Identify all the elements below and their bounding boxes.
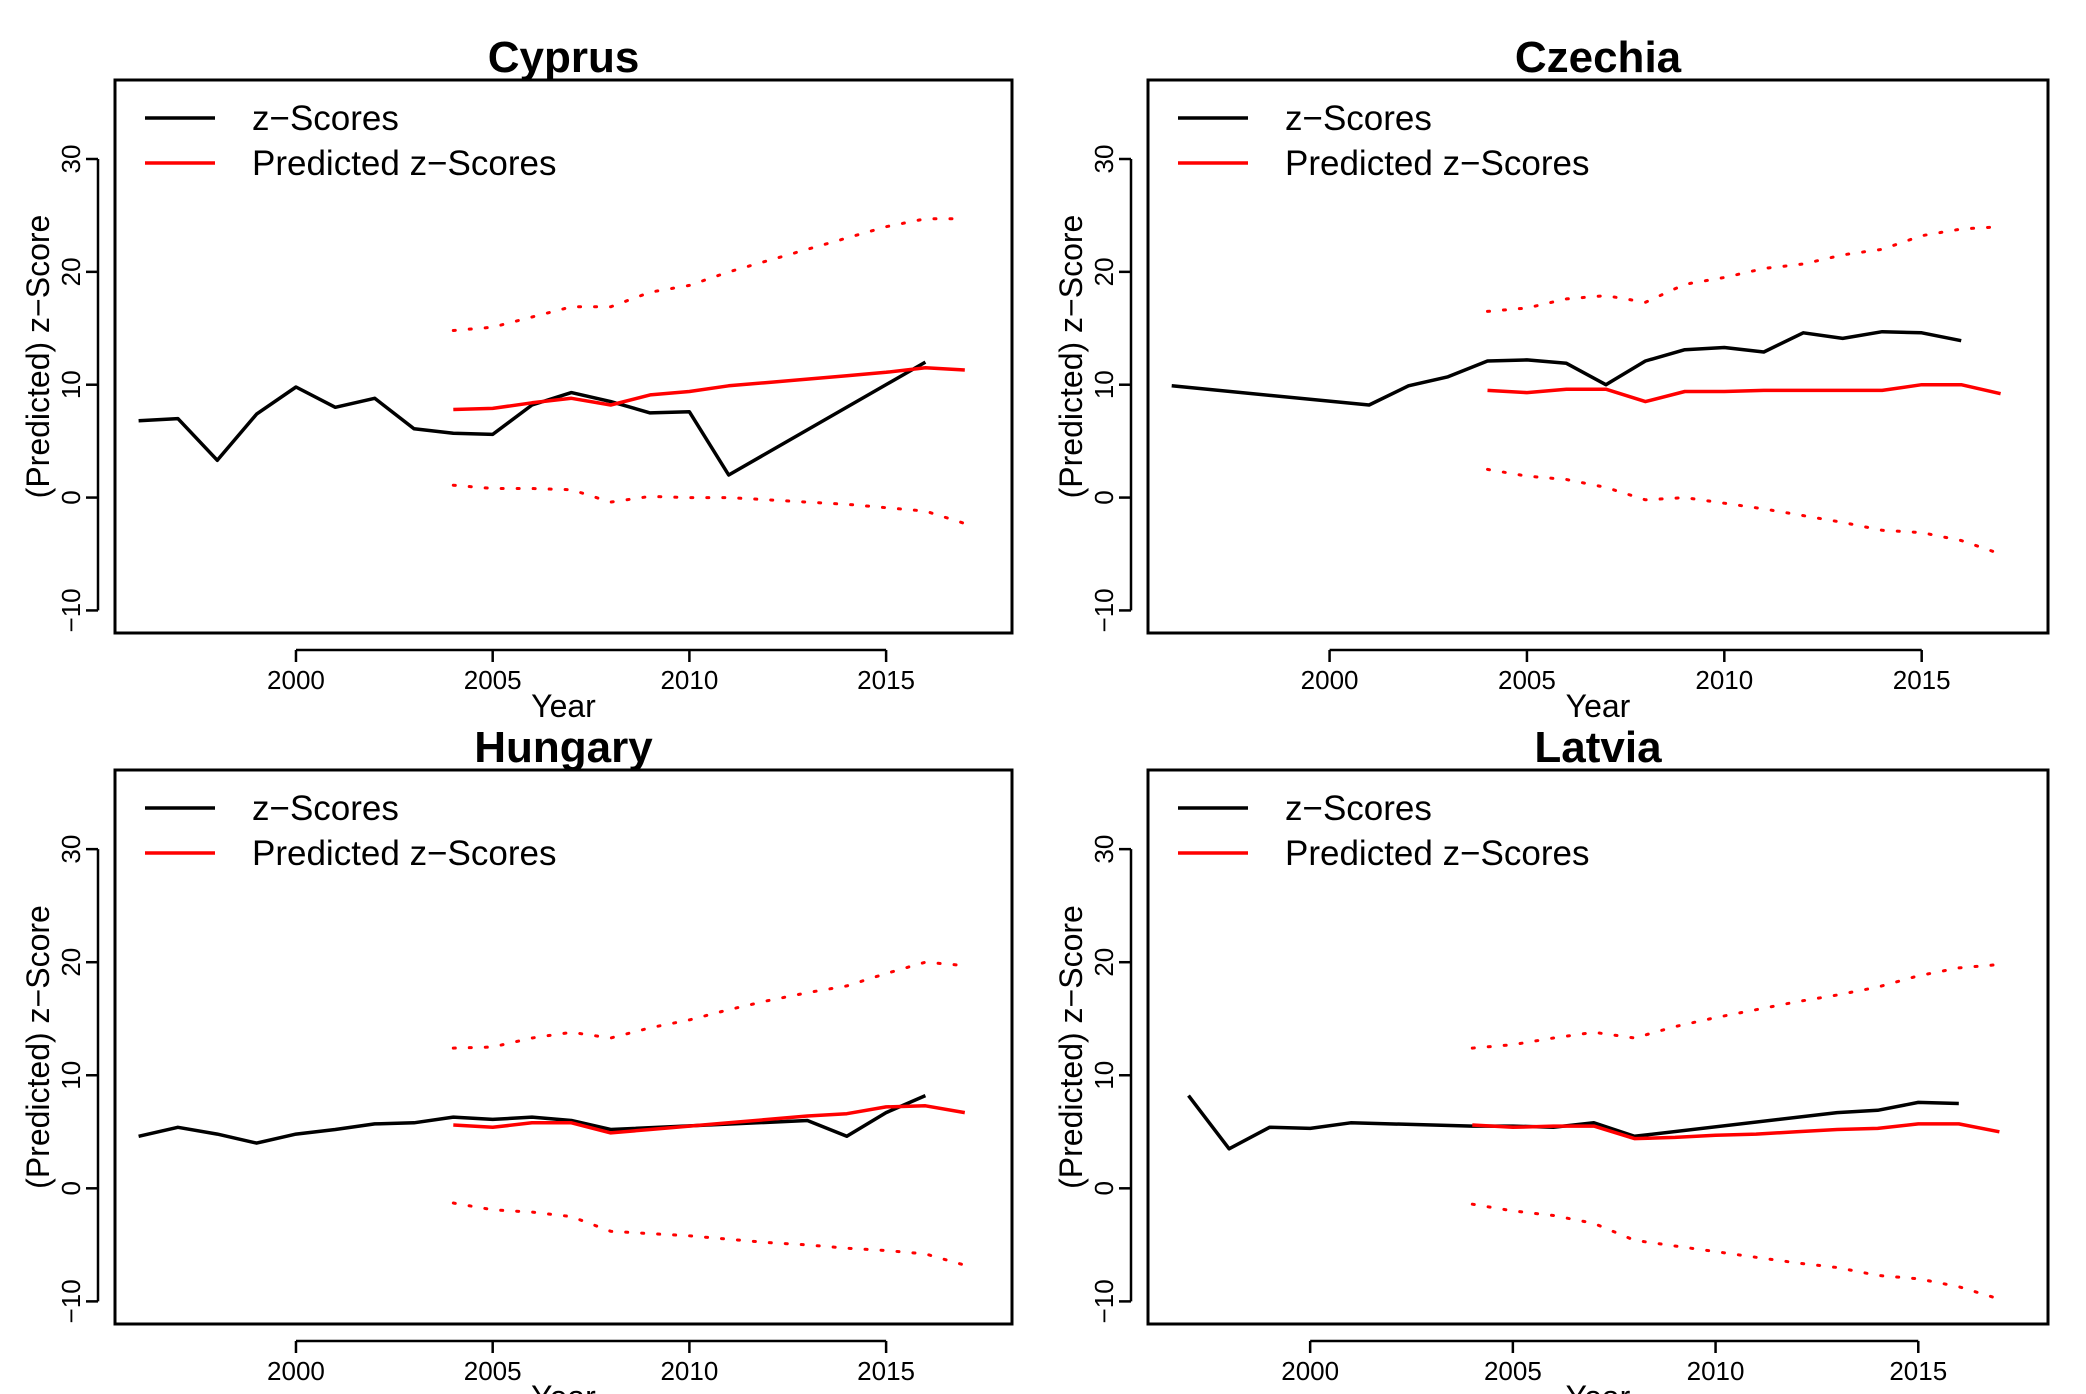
chart-title: Cyprus [488, 33, 640, 82]
lower-interval-line [1486, 467, 2003, 556]
lower-interval-line [451, 1201, 967, 1267]
y-tick-label: 0 [1089, 1181, 1119, 1195]
plot-frame [1146, 78, 2050, 635]
z-scores-line [1187, 1094, 1959, 1151]
y-axis-label: (Predicted) z−Score [1053, 215, 1089, 499]
y-axis-label: (Predicted) z−Score [1053, 905, 1089, 1189]
y-tick-label: −10 [56, 588, 86, 632]
y-tick-label: 0 [56, 490, 86, 504]
x-tick-label: 2000 [267, 665, 325, 695]
y-tick-label: 20 [56, 257, 86, 286]
plot-frame [113, 78, 1014, 635]
x-tick-label: 2000 [1281, 1356, 1339, 1386]
z-scores-line [138, 1093, 927, 1145]
chart-panel-cyprus: Cyprus 2000 2005 2010 2015 Year −10 0 10 20 30 (Pre… [20, 33, 1014, 724]
lower-interval-line [451, 483, 967, 525]
y-tick-label: 0 [1089, 490, 1119, 504]
x-tick-label: 2010 [1695, 665, 1753, 695]
y-tick-label: 30 [1089, 145, 1119, 174]
lower-interval-line [1470, 1202, 2001, 1301]
z-scores-line [138, 360, 927, 477]
y-axis-label: (Predicted) z−Score [20, 905, 56, 1189]
x-axis-label: Year [1566, 688, 1631, 724]
x-tick-label: 2015 [1893, 665, 1951, 695]
y-tick-label: 20 [1089, 948, 1119, 977]
chart-panel-czechia: Czechia 2000 2005 2010 2015 Year −10 0 10 20 30 (Pr… [1053, 33, 2050, 724]
legend: z−Scores Predicted z−Scores [1178, 789, 1589, 873]
x-axis-label: Year [1566, 1379, 1631, 1394]
y-tick-label: 0 [56, 1181, 86, 1195]
chart-title: Czechia [1515, 33, 1682, 82]
chart-panel-hungary: Hungary 2000 2005 2010 2015 Year −10 0 10 20 30 (Pr… [20, 723, 1014, 1394]
y-tick-label: 30 [56, 835, 86, 864]
upper-interval-line [451, 217, 967, 332]
y-tick-label: 10 [1089, 1061, 1119, 1090]
chart-title: Latvia [1534, 723, 1662, 772]
legend-label: z−Scores [1285, 99, 1432, 138]
plot-frame [1146, 768, 2050, 1326]
predicted-z-scores-line [453, 366, 965, 412]
legend-label: Predicted z−Scores [252, 144, 556, 183]
chart-panel-latvia: Latvia 2000 2005 2010 2015 Year −10 0 10 20 30 (Pre… [1053, 723, 2050, 1394]
x-tick-label: 2010 [660, 665, 718, 695]
y-tick-label: −10 [1089, 588, 1119, 632]
y-tick-label: 10 [56, 370, 86, 399]
chart-title: Hungary [474, 723, 653, 772]
x-tick-label: 2015 [857, 665, 915, 695]
upper-interval-line [451, 960, 967, 1050]
y-tick-label: 30 [1089, 835, 1119, 864]
y-tick-label: 30 [56, 145, 86, 174]
legend-label: Predicted z−Scores [1285, 144, 1589, 183]
x-tick-label: 2005 [464, 665, 522, 695]
y-tick-label: 20 [1089, 257, 1119, 286]
legend-label: z−Scores [252, 99, 399, 138]
legend: z−Scores Predicted z−Scores [1178, 99, 1589, 183]
predicted-z-scores-line [1472, 1122, 2000, 1141]
z-scores-line [1171, 329, 1962, 407]
x-tick-label: 2000 [1301, 665, 1359, 695]
y-tick-label: 10 [1089, 370, 1119, 399]
legend-label: z−Scores [1285, 789, 1432, 828]
y-tick-label: 20 [56, 948, 86, 977]
legend: z−Scores Predicted z−Scores [145, 99, 556, 183]
x-tick-label: 2010 [660, 1356, 718, 1386]
x-axis-label: Year [531, 1379, 596, 1394]
legend-label: Predicted z−Scores [1285, 834, 1589, 873]
upper-interval-line [1470, 963, 2001, 1050]
x-tick-label: 2015 [857, 1356, 915, 1386]
legend-label: Predicted z−Scores [252, 834, 556, 873]
x-axis-label: Year [531, 688, 596, 724]
legend: z−Scores Predicted z−Scores [145, 789, 556, 873]
y-tick-label: −10 [1089, 1279, 1119, 1323]
x-tick-label: 2005 [1484, 1356, 1542, 1386]
predicted-z-scores-line [1487, 382, 2001, 404]
upper-interval-line [1486, 225, 2003, 313]
x-tick-label: 2005 [464, 1356, 522, 1386]
plot-frame [113, 768, 1014, 1326]
y-tick-label: −10 [56, 1279, 86, 1323]
y-tick-label: 10 [56, 1061, 86, 1090]
y-axis-label: (Predicted) z−Score [20, 215, 56, 499]
x-tick-label: 2000 [267, 1356, 325, 1386]
legend-label: z−Scores [252, 789, 399, 828]
x-tick-label: 2005 [1498, 665, 1556, 695]
x-tick-label: 2015 [1889, 1356, 1947, 1386]
x-tick-label: 2010 [1687, 1356, 1745, 1386]
predicted-z-scores-line [453, 1104, 966, 1135]
